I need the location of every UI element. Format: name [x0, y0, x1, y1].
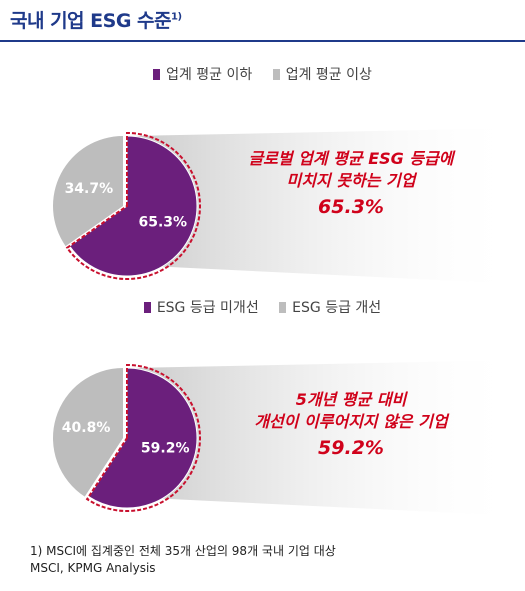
chart1-legend-label-above: 업계 평균 이상 [285, 67, 372, 83]
pie-slice-main-outline [65, 131, 201, 280]
title-divider [0, 40, 525, 42]
pie-slice-main [68, 135, 198, 277]
chart2-callout-value: 59.2% [318, 437, 384, 459]
chart2-legend-item-not-improved: ESG 등급 미개선 [143, 297, 259, 317]
title-footnote-mark: 1) [170, 11, 182, 23]
chart2-callout-line2: 개선이 이루어지지 않은 기업 [254, 412, 448, 431]
chart2-legend-item-improved: ESG 등급 개선 [279, 297, 381, 317]
chart1-callout-line1: 글로벌 업계 평균 ESG 등급에 [248, 149, 454, 168]
chart2-legend-label-improved: ESG 등급 개선 [292, 300, 382, 316]
pie-label-secondary: 40.8% [62, 420, 111, 436]
callout-funnel [129, 360, 520, 516]
chart2-pie: 59.2% 40.8% [52, 360, 520, 516]
callout-funnel [129, 128, 520, 284]
chart1-legend: 업계 평균 이하 업계 평균 이상 [0, 64, 525, 84]
chart1-pie: 65.3% 34.7% [52, 128, 520, 284]
legend-swatch-gray [272, 69, 280, 80]
chart2-legend: ESG 등급 미개선 ESG 등급 개선 [0, 297, 525, 317]
legend-swatch-purple [153, 69, 161, 80]
chart1-callout-value: 65.3% [318, 196, 384, 218]
chart1-callout-line2: 미치지 못하는 기업 [286, 171, 416, 190]
page-title: 국내 기업 ESG 수준1) [10, 6, 182, 33]
chart2-legend-label-not-improved: ESG 등급 미개선 [156, 300, 259, 316]
chart1-legend-item-above: 업계 평균 이상 [272, 64, 372, 84]
footnote-line2: MSCI, KPMG Analysis [30, 561, 156, 575]
chart1-callout: 글로벌 업계 평균 ESG 등급에 미치지 못하는 기업 65.3% [201, 148, 501, 218]
chart1-legend-label-below: 업계 평균 이하 [166, 67, 253, 83]
legend-swatch-gray [279, 302, 287, 313]
pie-label-main: 59.2% [141, 441, 190, 457]
legend-swatch-purple [143, 302, 151, 313]
pie-slice-secondary [52, 368, 123, 497]
chart2-callout: 5개년 평균 대비 개선이 이루어지지 않은 기업 59.2% [201, 389, 501, 459]
pie-label-secondary: 34.7% [65, 181, 114, 197]
footnote: 1) MSCI에 집계중인 전체 35개 산업의 98개 국내 기업 대상 MS… [30, 543, 336, 577]
pie-slice-main [88, 367, 198, 509]
title-text: 국내 기업 ESG 수준 [10, 10, 171, 32]
footnote-line1: 1) MSCI에 집계중인 전체 35개 산업의 98개 국내 기업 대상 [30, 544, 336, 558]
chart1-legend-item-below: 업계 평균 이하 [153, 64, 252, 84]
chart2-callout-line1: 5개년 평균 대비 [295, 390, 407, 409]
pie-label-main: 65.3% [139, 215, 188, 231]
pie-slice-secondary [52, 136, 123, 247]
pie-slice-main-outline [85, 363, 201, 512]
